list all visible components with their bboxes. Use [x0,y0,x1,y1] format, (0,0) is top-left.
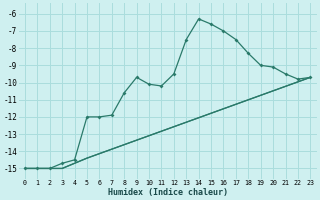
X-axis label: Humidex (Indice chaleur): Humidex (Indice chaleur) [108,188,228,197]
